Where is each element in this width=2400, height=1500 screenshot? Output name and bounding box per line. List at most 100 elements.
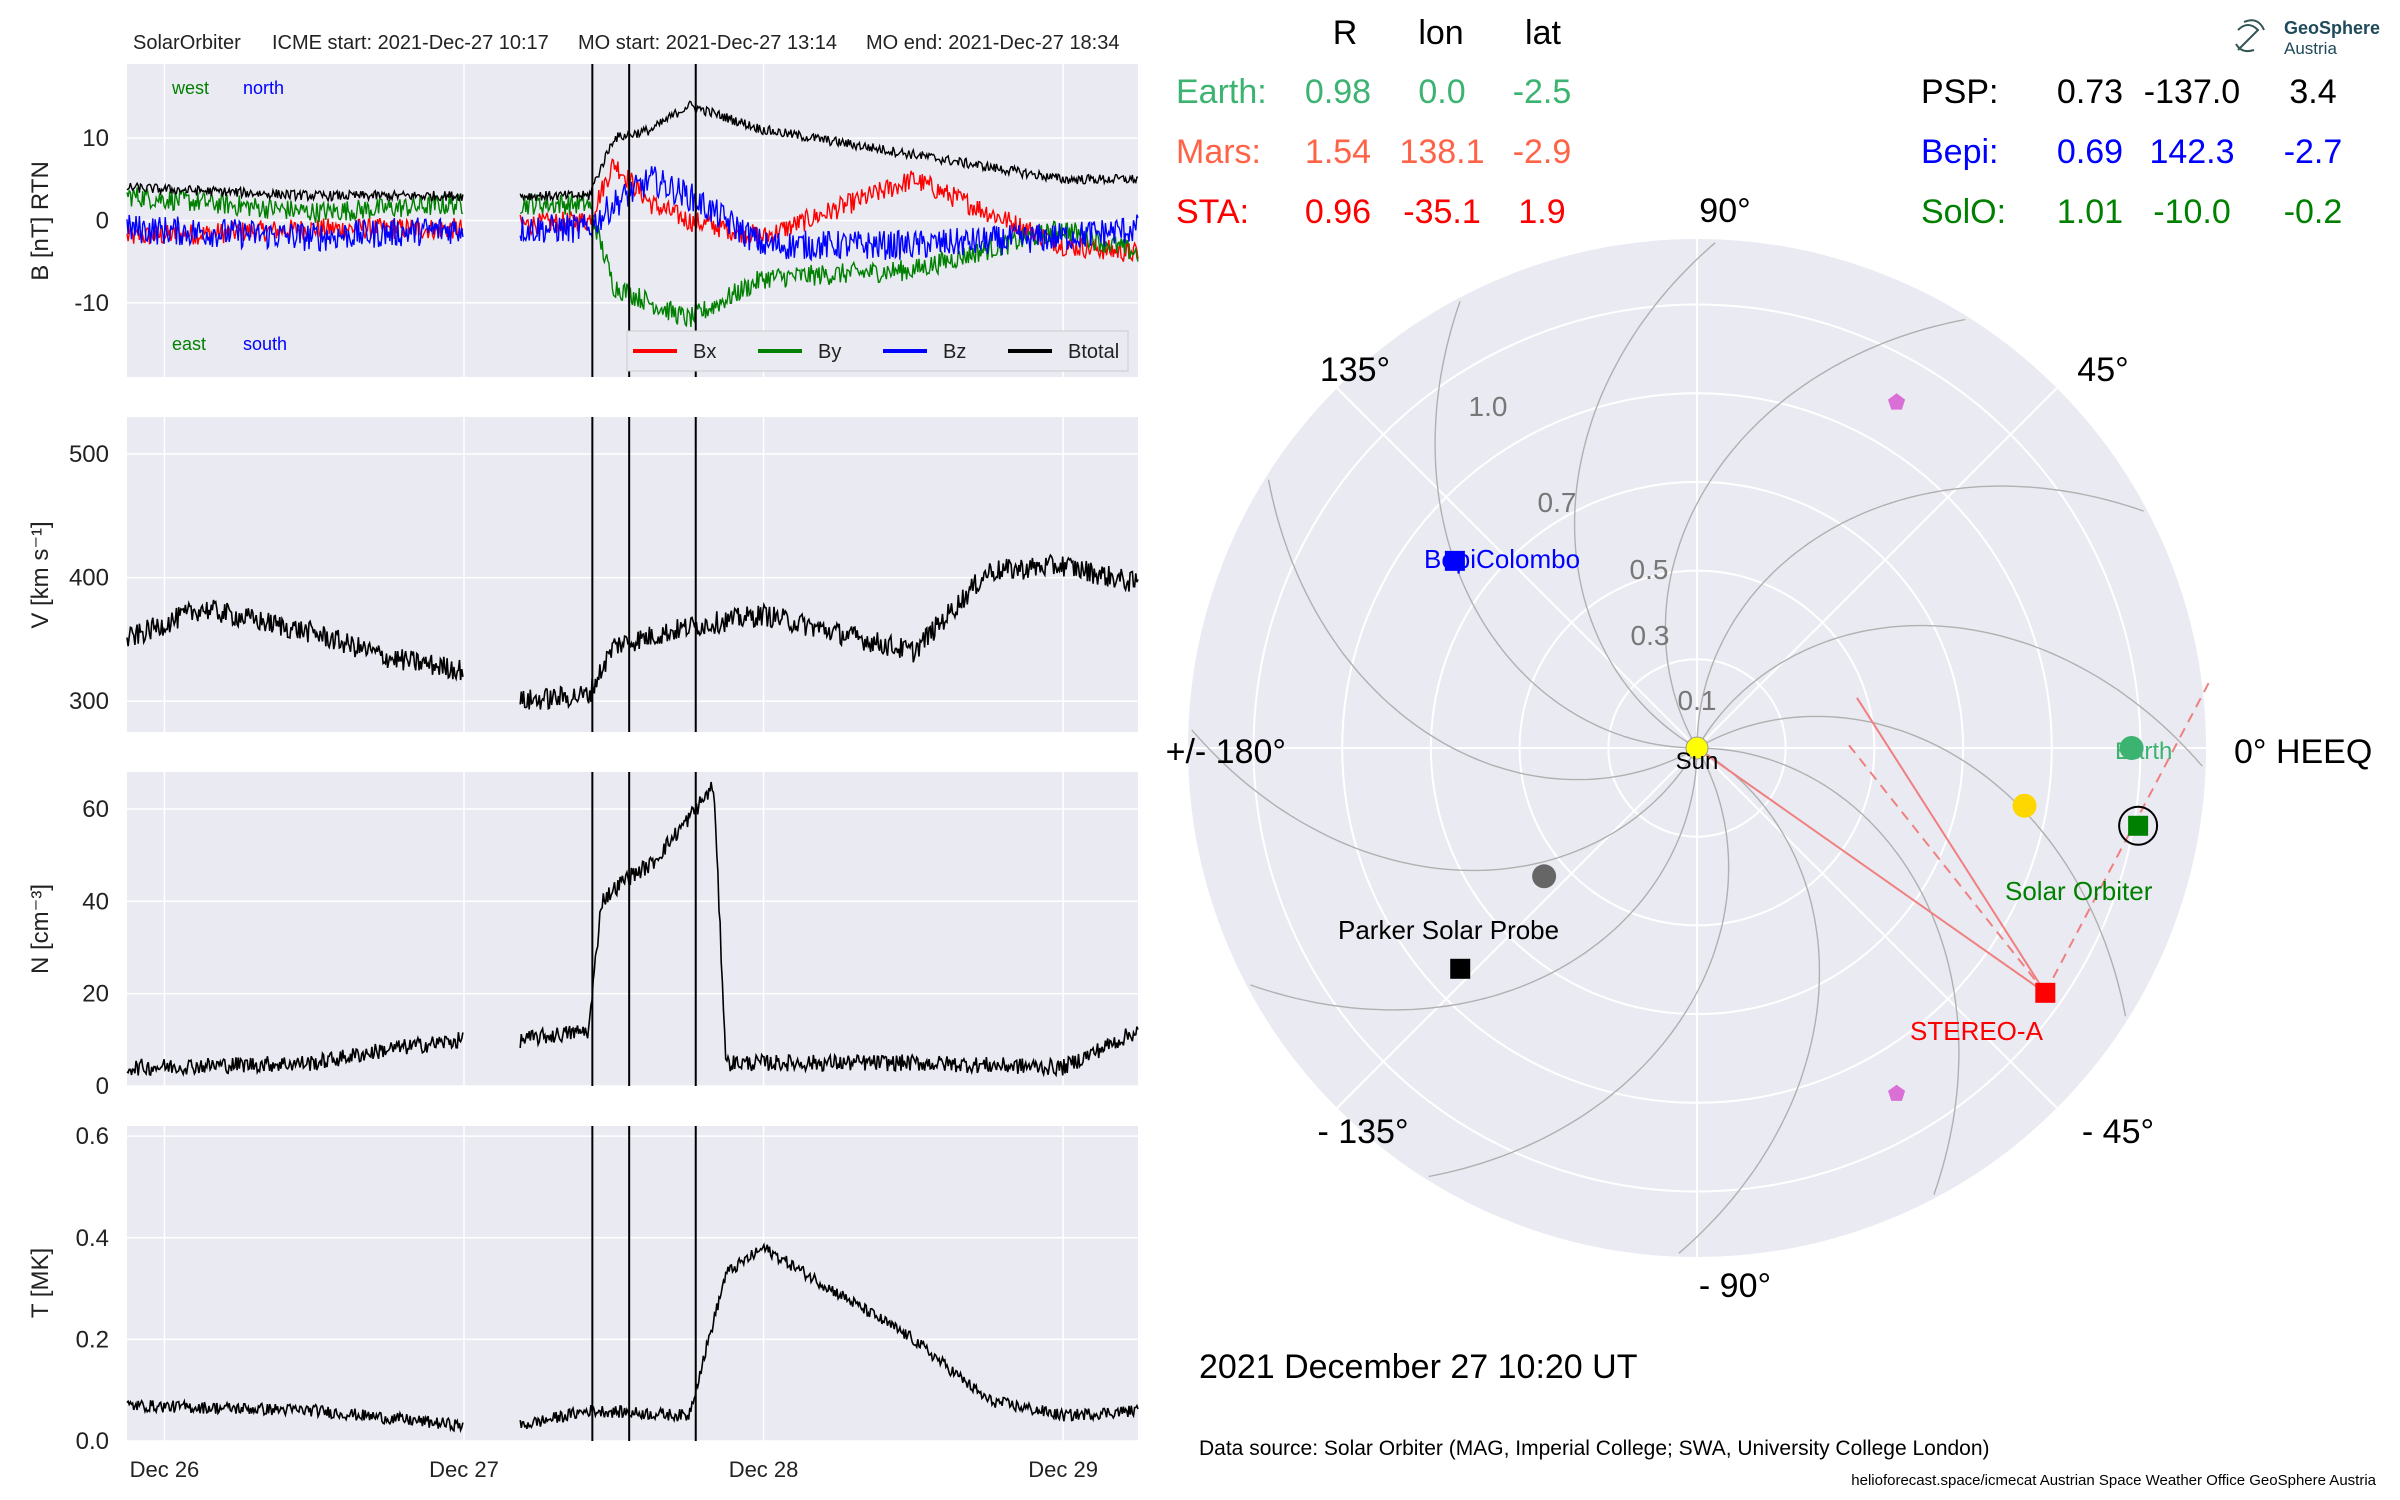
angle-label: 135° [1320,351,1390,389]
table-value-lon: -35.1 [1403,193,1481,231]
logo-line1: GeoSphere [2284,18,2380,38]
ytick-label: 0.0 [76,1428,109,1455]
parker-spiral [1267,479,1692,781]
parker-spiral [1702,715,2127,1017]
legend-items: Bx By Bz Btotal [633,341,1119,363]
bepicolombo-marker [1444,550,1465,571]
parker-spiral [1250,754,1698,1011]
panel-b-yticks: -10 0 10 [74,125,109,317]
parker-solar-probe-marker [1450,958,1471,979]
fov-line [1856,697,2047,994]
panel-v-yticks: 300 400 500 [69,441,109,715]
panel-b-event-lines [591,64,697,377]
series-line-Btotal [126,100,1138,203]
legend-label: By [818,341,841,363]
label-west: west [171,78,209,98]
branding: GeoSphere Austria [2235,18,2380,58]
table-name: Bepi: [1921,133,1999,171]
panel-n-event-lines [591,772,697,1086]
panel-b-ylabel: B [nT] RTN [27,161,54,281]
col-header-r: R [1333,14,1358,52]
panel-b-legend: Bx By Bz Btotal [626,330,1129,372]
radial-label: 0.5 [1630,554,1669,585]
solar-orbiter-marker [2128,815,2149,836]
pentagon-marker [1888,1084,1906,1101]
table-value-lon: 142.3 [2149,133,2234,171]
table-value-r: 0.96 [1305,193,1371,231]
table-value-r: 0.73 [2057,73,2123,111]
table-name: Earth: [1176,73,1267,111]
angle-label: - 45° [2082,1113,2154,1151]
ytick-label: 10 [82,125,109,152]
header-spacecraft: SolarOrbiter [133,32,241,54]
ytick-label: 500 [69,441,109,468]
right-position-table: PSP: 0.73 -137.0 3.4 Bepi: 0.69 142.3 -2.7 SolO:… [1921,73,2342,231]
panel-velocity: 300 400 500 V [km s⁻¹] [27,417,1139,732]
parker-spiral [1696,485,2144,742]
angle-label: - 90° [1699,1267,1771,1305]
body-label-psp: Parker Solar Probe [1338,915,1559,945]
table-value-lat: -0.2 [2284,193,2343,231]
xtick-label: Dec 27 [429,1457,499,1482]
ytick-label: 60 [82,796,109,823]
radial-label: 0.3 [1631,620,1670,651]
label-south: south [243,334,287,354]
label-east: east [172,334,206,354]
angle-label: - 135° [1317,1113,1408,1151]
ytick-label: 300 [69,688,109,715]
radial-label: 0.7 [1538,487,1577,518]
left-position-table: Earth: 0.98 0.0 -2.5 Mars: 1.54 138.1 -2.9 STA: 0… [1176,73,1571,231]
panel-b-series [126,100,1139,328]
parker-spiral [1678,750,1821,1254]
ytick-label: 0 [96,1073,109,1100]
col-header-lon: lon [1418,14,1463,52]
panel-v-grid [127,417,1138,732]
ytick-label: 40 [82,888,109,915]
table-value-lat: -2.5 [1513,73,1572,111]
legend-label: Btotal [1068,341,1119,363]
panel-n-series [126,781,1139,1078]
table-name: SolO: [1921,193,2006,231]
panel-temperature: 0.0 0.2 0.4 0.6 Dec 26 Dec 27 Dec 28 Dec 29 T … [27,1123,1139,1482]
panel-t-event-lines [591,1126,697,1441]
panel-v-ylabel: V [km s⁻¹] [27,521,54,628]
body-label-sun: Sun [1676,748,1719,775]
pentagon-marker [1888,393,1906,410]
table-name: STA: [1176,193,1249,231]
table-value-lon: -10.0 [2153,193,2231,231]
parker-spiral [1191,729,1695,872]
angle-labels: 90° 45° 0° HEEQ - 45° - 90° - 135° +/- 180° 135… [1166,192,2373,1305]
earth-marker [2119,736,2144,760]
panel-n-background [127,772,1138,1086]
stereo-a-field-of-view [1696,682,2210,994]
parker-spiral [1699,624,2203,767]
parker-spiral [1573,242,1716,746]
xtick-label: Dec 26 [130,1457,200,1482]
parker-spirals [1191,242,2203,1254]
table-value-r: 1.54 [1305,133,1371,171]
table-value-lat: -2.7 [2284,133,2343,171]
table-value-lat: 1.9 [1518,193,1565,231]
panel-t-grid [127,1126,1138,1442]
panel-v-event-lines [591,417,697,732]
radial-label: 0.1 [1678,685,1717,716]
panel-v-background [127,417,1138,732]
series-line-Bz [126,166,1139,262]
solar-orbiter-ring [2118,805,2159,846]
parker-spiral [1664,318,1966,743]
body-label-solo: Solar Orbiter [2005,876,2153,906]
panel-v-series [126,553,1139,711]
label-north: north [243,78,284,98]
angle-label: 90° [1699,192,1750,230]
ytick-label: 20 [82,981,109,1008]
table-value-lat: 3.4 [2289,73,2336,111]
fov-line [2044,682,2210,994]
parker-spiral [1434,301,1691,749]
radial-label: 1.0 [1469,391,1508,422]
ytick-label: 0.4 [76,1225,109,1252]
series-line-t [126,1242,1139,1434]
panel-n-yticks: 0 20 40 60 [82,796,109,1100]
table-name: PSP: [1921,73,1998,111]
ytick-label: -10 [74,290,109,317]
